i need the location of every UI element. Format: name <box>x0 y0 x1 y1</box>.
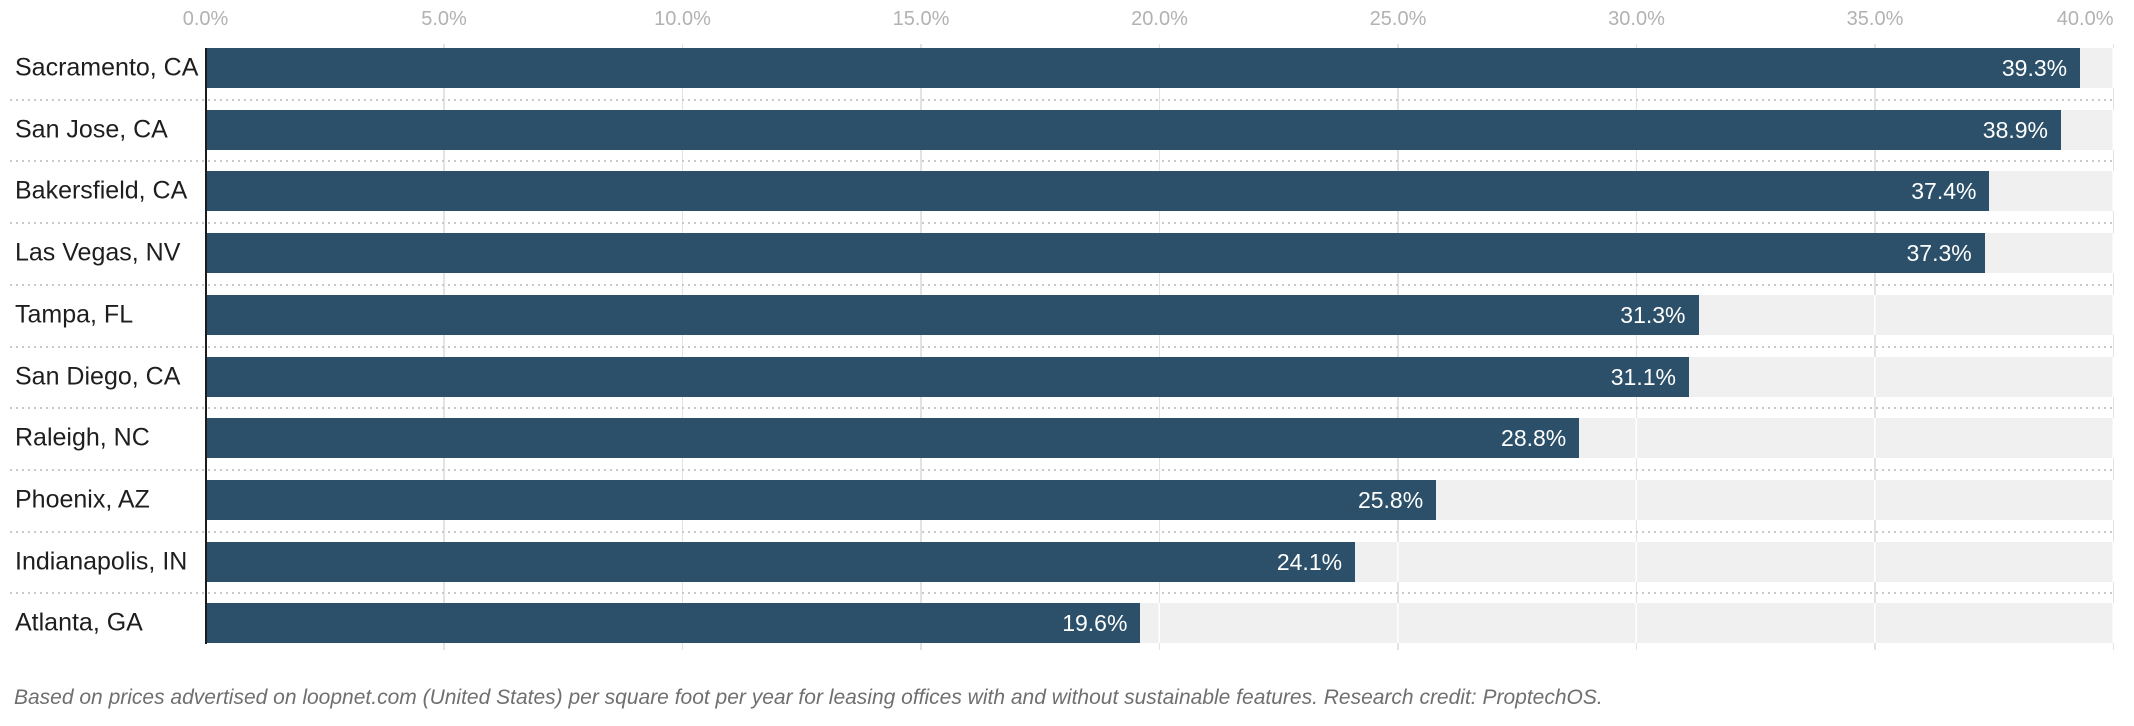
x-axis-tick-label: 20.0% <box>1131 8 1188 30</box>
x-axis-tick-label: 0.0% <box>182 8 229 30</box>
bar: 38.9% <box>205 109 2062 150</box>
category-label: Tampa, FL <box>15 300 134 329</box>
row-separator <box>10 345 2114 348</box>
row-separator <box>10 407 2114 410</box>
row-separator <box>10 98 2114 101</box>
bar-value-label: 37.3% <box>1906 240 1972 267</box>
bar-value-label: 39.3% <box>2001 55 2068 81</box>
row-separator <box>10 530 2114 533</box>
category-label: Atlanta, GA <box>15 608 143 637</box>
bar-value-label: 25.8% <box>1357 486 1424 513</box>
bar: 25.8% <box>205 479 1437 520</box>
bar: 37.3% <box>205 233 1985 274</box>
x-axis-tick-label: 25.0% <box>1369 8 1427 30</box>
x-axis-tick-label: 10.0% <box>654 8 711 30</box>
x-axis-tick-label: 35.0% <box>1846 8 1904 30</box>
bar-value-label: 37.4% <box>1911 178 1977 205</box>
bar: 31.3% <box>205 294 1699 335</box>
x-axis-tick-label: 15.0% <box>892 8 950 30</box>
bar: 24.1% <box>205 541 1356 582</box>
bar-value-label: 19.6% <box>1062 610 1128 637</box>
x-axis-tick-label: 40.0% <box>2056 8 2114 30</box>
row-separator <box>10 468 2114 471</box>
category-label: San Diego, CA <box>15 362 181 390</box>
row-separator <box>10 222 2114 225</box>
row-separator <box>10 592 2114 595</box>
row-separator <box>10 283 2114 286</box>
bar: 31.1% <box>205 356 1689 397</box>
footnote: Based on prices advertised on loopnet.co… <box>14 686 1603 709</box>
bar-value-label: 31.3% <box>1620 301 1686 328</box>
category-label: Las Vegas, NV <box>15 238 181 267</box>
bar-value-label: 38.9% <box>1982 116 2049 143</box>
category-label: Raleigh, NC <box>15 423 150 452</box>
bar-value-label: 24.1% <box>1276 548 1343 575</box>
bar: 37.4% <box>205 171 1990 212</box>
bar-value-label: 28.8% <box>1501 425 1567 452</box>
category-label: Sacramento, CA <box>15 53 199 82</box>
bar: 19.6% <box>205 603 1141 644</box>
category-label: Indianapolis, IN <box>15 547 188 576</box>
category-label: Phoenix, AZ <box>15 485 150 514</box>
x-axis-tick-label: 30.0% <box>1608 8 1665 30</box>
category-label: San Jose, CA <box>15 115 168 144</box>
x-axis-tick-label: 5.0% <box>421 8 467 30</box>
y-axis-line <box>204 48 207 644</box>
bar: 28.8% <box>205 418 1580 459</box>
bar-value-label: 31.1% <box>1610 363 1676 390</box>
category-label: Bakersfield, CA <box>15 176 188 205</box>
row-separator <box>10 160 2114 163</box>
bar: 39.3% <box>205 48 2081 88</box>
